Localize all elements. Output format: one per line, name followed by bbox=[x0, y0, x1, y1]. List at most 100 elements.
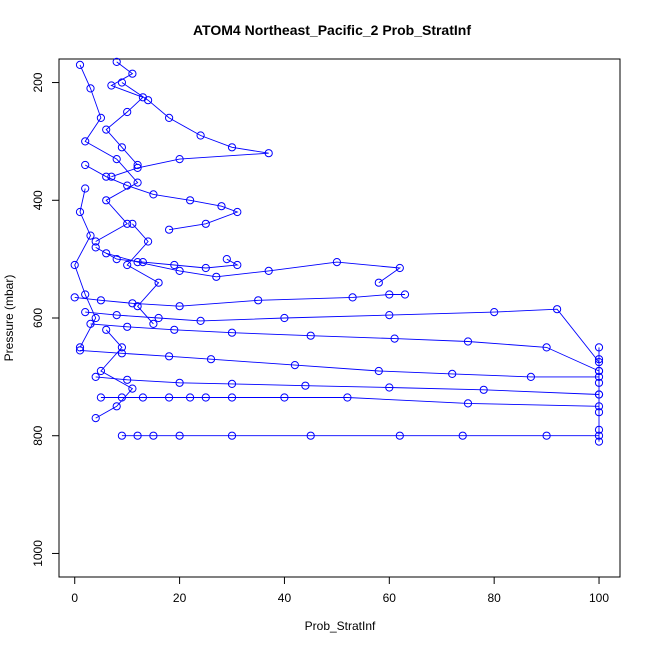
data-point bbox=[254, 296, 263, 305]
y-tick-label: 1000 bbox=[31, 540, 45, 567]
data-point bbox=[75, 207, 85, 217]
data-point bbox=[201, 263, 210, 273]
data-point bbox=[165, 393, 174, 402]
data-point bbox=[395, 431, 404, 440]
data-point bbox=[343, 393, 352, 402]
data-point bbox=[175, 431, 184, 440]
data-point bbox=[594, 378, 604, 387]
data-point bbox=[301, 381, 310, 390]
y-axis: 200 400 600 800 1000 bbox=[31, 72, 59, 567]
x-tick-label: 60 bbox=[383, 591, 397, 605]
data-point bbox=[290, 361, 299, 370]
data-point bbox=[81, 184, 90, 193]
data-point bbox=[196, 131, 205, 140]
data-point bbox=[102, 249, 111, 258]
data-point bbox=[227, 328, 237, 337]
data-point bbox=[107, 172, 116, 181]
y-axis-label: Pressure (mbar) bbox=[2, 275, 16, 362]
x-axis-label: Prob_StratInf bbox=[305, 619, 376, 633]
series-line bbox=[100, 397, 600, 407]
data-point bbox=[96, 366, 106, 376]
y-tick-label: 400 bbox=[31, 190, 45, 210]
data-point bbox=[149, 319, 158, 328]
data-point bbox=[201, 219, 210, 228]
data-point bbox=[490, 308, 499, 317]
data-point bbox=[102, 125, 111, 134]
y-tick-label: 200 bbox=[31, 72, 45, 92]
x-tick-label: 0 bbox=[71, 591, 78, 605]
data-point bbox=[227, 143, 237, 152]
series-line bbox=[74, 188, 97, 348]
data-point bbox=[123, 375, 132, 384]
data-point bbox=[448, 369, 457, 378]
series-line bbox=[90, 323, 600, 372]
data-point bbox=[542, 343, 551, 352]
data-point bbox=[479, 385, 488, 394]
data-point bbox=[390, 334, 399, 343]
data-point bbox=[138, 393, 147, 402]
data-point bbox=[91, 372, 100, 381]
data-point bbox=[165, 225, 174, 234]
data-point bbox=[117, 431, 127, 440]
data-point bbox=[594, 390, 604, 399]
data-point bbox=[594, 355, 604, 364]
data-point bbox=[594, 408, 604, 417]
data-point bbox=[123, 322, 132, 331]
series-line bbox=[95, 376, 600, 395]
data-point bbox=[175, 378, 184, 387]
data-point bbox=[112, 255, 121, 264]
data-point bbox=[133, 163, 142, 172]
series-line bbox=[126, 223, 160, 325]
data-point bbox=[86, 231, 95, 240]
chart-title: ATOM4 Northeast_Pacific_2 Prob_StratInf bbox=[193, 22, 471, 38]
data-point bbox=[102, 196, 111, 205]
data-point bbox=[332, 258, 341, 267]
data-point bbox=[526, 372, 536, 381]
data-point bbox=[117, 78, 127, 87]
data-point bbox=[186, 393, 195, 402]
data-point bbox=[227, 393, 237, 402]
data-point bbox=[458, 431, 467, 440]
data-point bbox=[175, 155, 184, 164]
data-point bbox=[227, 431, 237, 440]
data-point bbox=[374, 366, 383, 376]
data-point bbox=[102, 172, 111, 181]
data-point bbox=[102, 325, 111, 334]
series-line bbox=[84, 164, 239, 231]
data-point bbox=[395, 263, 404, 273]
data-point bbox=[70, 260, 79, 270]
data-point bbox=[206, 355, 216, 364]
data-point bbox=[594, 425, 604, 434]
data-point bbox=[542, 431, 551, 440]
series-line bbox=[106, 252, 402, 284]
series-line bbox=[95, 247, 239, 269]
data-point bbox=[96, 296, 106, 305]
data-point bbox=[123, 260, 132, 270]
data-point bbox=[75, 343, 85, 352]
x-tick-label: 40 bbox=[278, 591, 292, 605]
data-point bbox=[133, 258, 142, 267]
data-point bbox=[165, 352, 174, 361]
plot-area bbox=[70, 57, 604, 446]
data-point bbox=[165, 113, 174, 123]
data-point bbox=[222, 255, 231, 264]
y-tick-label: 600 bbox=[31, 308, 45, 328]
data-point bbox=[117, 343, 127, 352]
data-point bbox=[138, 93, 147, 102]
data-point bbox=[91, 414, 100, 423]
data-point bbox=[594, 366, 604, 376]
data-point bbox=[123, 107, 132, 117]
data-point bbox=[123, 181, 132, 190]
data-point bbox=[400, 290, 410, 299]
data-point bbox=[280, 393, 289, 402]
data-point bbox=[70, 293, 79, 302]
data-point bbox=[133, 160, 142, 170]
data-point bbox=[149, 190, 158, 199]
data-point bbox=[96, 393, 106, 402]
data-point bbox=[123, 219, 132, 228]
data-point bbox=[112, 402, 121, 411]
data-point bbox=[385, 383, 394, 392]
series-line bbox=[74, 294, 405, 307]
series-line bbox=[85, 308, 600, 363]
data-point bbox=[112, 57, 121, 67]
